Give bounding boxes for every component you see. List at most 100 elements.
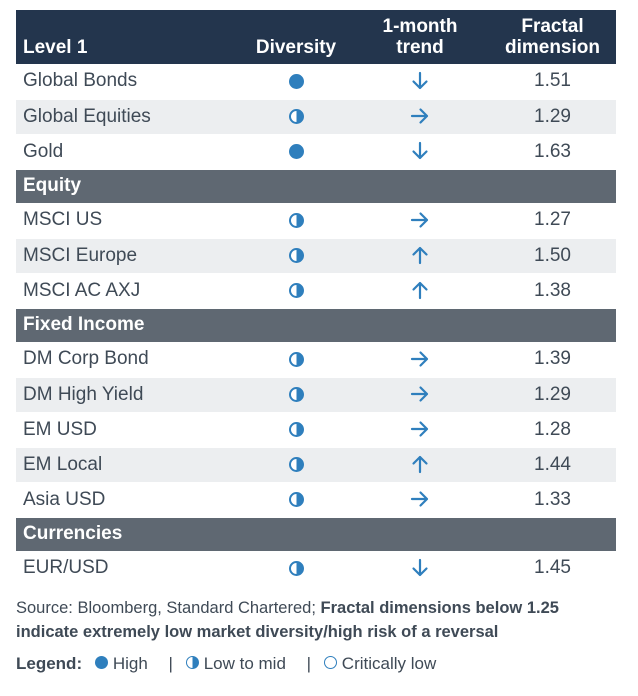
arrow-right-icon — [409, 418, 431, 440]
legend-separator: | — [168, 654, 173, 673]
legend-separator: | — [306, 654, 312, 673]
asset-name: Global Bonds — [16, 64, 241, 100]
diversity-cell — [241, 377, 351, 413]
filled-circle-icon — [288, 143, 304, 159]
table-row: EUR/USD 1.45 — [16, 551, 616, 587]
legend: Legend: High | Low to mid | Critically l… — [16, 654, 444, 674]
fractal-value: 1.45 — [489, 551, 616, 587]
arrow-up-icon — [409, 244, 431, 266]
diversity-cell — [241, 203, 351, 239]
diversity-cell — [241, 342, 351, 378]
table-row: DM Corp Bond 1.39 — [16, 342, 616, 378]
asset-name: EUR/USD — [16, 551, 241, 587]
trend-cell — [351, 238, 489, 274]
arrow-up-icon — [409, 279, 431, 301]
trend-cell — [351, 482, 489, 518]
header-trend-line2: trend — [396, 37, 444, 58]
header-fractal: Fractal dimension — [489, 10, 616, 64]
diversity-cell — [241, 412, 351, 448]
asset-name: MSCI AC AXJ — [16, 273, 241, 309]
header-diversity: Diversity — [255, 37, 337, 58]
table-row: MSCI Europe 1.50 — [16, 238, 616, 274]
header-level: Level 1 — [23, 37, 88, 58]
section-title: Fixed Income — [23, 314, 145, 336]
half-filled-circle-icon — [185, 656, 199, 670]
half-filled-circle-icon — [288, 247, 304, 263]
half-filled-circle-icon — [288, 421, 304, 437]
diversity-cell — [241, 482, 351, 518]
table-header: Level 1 Diversity 1-month trend Fractal … — [16, 10, 616, 64]
table-row: Asia USD 1.33 — [16, 482, 616, 518]
half-filled-circle-icon — [288, 108, 304, 124]
arrow-down-icon — [409, 140, 431, 162]
asset-name: MSCI Europe — [16, 238, 241, 274]
half-filled-circle-icon — [288, 212, 304, 228]
empty-circle-icon — [323, 656, 337, 670]
section-header: Equity — [16, 169, 616, 203]
arrow-down-icon — [409, 557, 431, 579]
half-filled-circle-icon — [288, 282, 304, 298]
header-trend-line1: 1-month — [382, 16, 458, 37]
table-row: Global Bonds 1.51 — [16, 64, 616, 100]
fractal-value: 1.63 — [489, 134, 616, 170]
section-title: Currencies — [23, 523, 123, 545]
table-row: EM USD 1.28 — [16, 412, 616, 448]
fractal-value: 1.38 — [489, 273, 616, 309]
asset-name: DM Corp Bond — [16, 342, 241, 378]
table-row: Gold 1.63 — [16, 134, 616, 170]
trend-cell — [351, 447, 489, 483]
diversity-cell — [241, 134, 351, 170]
header-trend: 1-month trend — [351, 10, 489, 64]
fractal-value: 1.33 — [489, 482, 616, 518]
source-bold: Fractal dimensions below 1.25 indicate e… — [16, 599, 559, 641]
table-row: MSCI US 1.27 — [16, 203, 616, 239]
half-filled-circle-icon — [288, 456, 304, 472]
fractal-table: Level 1 Diversity 1-month trend Fractal … — [16, 10, 616, 587]
diversity-cell — [241, 273, 351, 309]
trend-cell — [351, 99, 489, 135]
half-filled-circle-icon — [288, 351, 304, 367]
arrow-right-icon — [409, 209, 431, 231]
header-fractal-line2: dimension — [504, 37, 600, 58]
half-filled-circle-icon — [288, 560, 304, 576]
fractal-value: 1.44 — [489, 447, 616, 483]
table-row: Global Equities 1.29 — [16, 99, 616, 135]
asset-name: Asia USD — [16, 482, 241, 518]
legend-label: Legend: — [16, 654, 83, 673]
trend-cell — [351, 134, 489, 170]
source-plain: Source: Bloomberg, Standard Chartered; — [16, 599, 321, 617]
arrow-right-icon — [409, 348, 431, 370]
arrow-down-icon — [409, 70, 431, 92]
table-body: Global Bonds 1.51 Global Equities 1.29 Gold 1… — [16, 64, 616, 587]
arrow-right-icon — [409, 105, 431, 127]
legend-low: Critically low — [341, 654, 437, 673]
diversity-cell — [241, 99, 351, 135]
diversity-cell — [241, 551, 351, 587]
section-header: Fixed Income — [16, 308, 616, 342]
half-filled-circle-icon — [288, 491, 304, 507]
table-row: MSCI AC AXJ 1.38 — [16, 273, 616, 309]
asset-name: DM High Yield — [16, 377, 241, 413]
filled-circle-icon — [94, 656, 108, 670]
fractal-value: 1.39 — [489, 342, 616, 378]
trend-cell — [351, 377, 489, 413]
trend-cell — [351, 342, 489, 378]
diversity-cell — [241, 64, 351, 100]
asset-name: Gold — [16, 134, 241, 170]
asset-name: Global Equities — [16, 99, 241, 135]
half-filled-circle-icon — [288, 386, 304, 402]
arrow-right-icon — [409, 383, 431, 405]
fractal-value: 1.28 — [489, 412, 616, 448]
trend-cell — [351, 551, 489, 587]
fractal-value: 1.50 — [489, 238, 616, 274]
diversity-cell — [241, 447, 351, 483]
asset-name: EM USD — [16, 412, 241, 448]
filled-circle-icon — [288, 73, 304, 89]
trend-cell — [351, 412, 489, 448]
table-row: EM Local 1.44 — [16, 447, 616, 483]
legend-mid: Low to mid — [203, 654, 286, 673]
trend-cell — [351, 64, 489, 100]
asset-name: EM Local — [16, 447, 241, 483]
arrow-right-icon — [409, 488, 431, 510]
